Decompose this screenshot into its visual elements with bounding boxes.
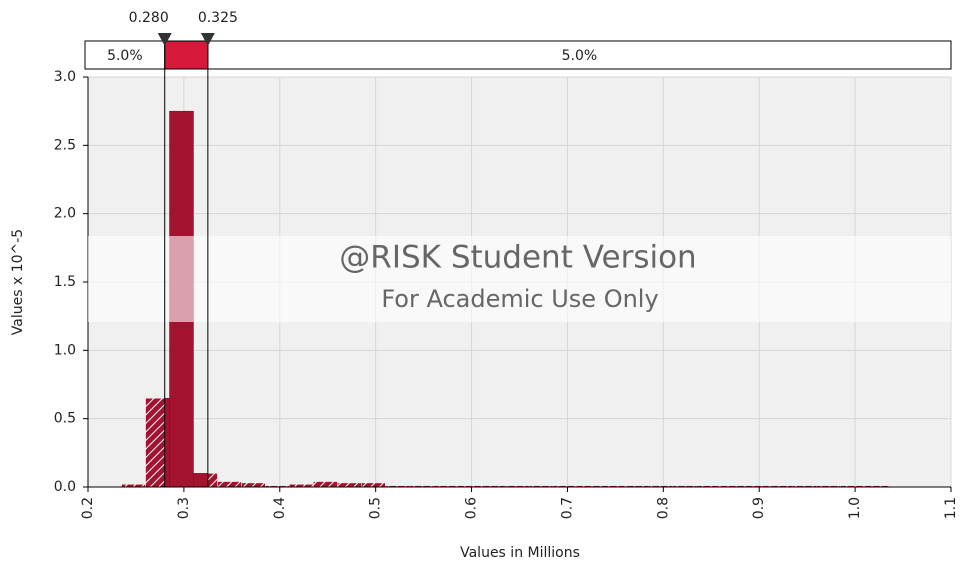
x-tick-label: 0.7 xyxy=(559,497,575,519)
x-tick-label: 0.5 xyxy=(368,497,384,519)
x-tick-label: 0.4 xyxy=(272,497,288,519)
bar xyxy=(313,481,338,488)
delimiter-handle xyxy=(200,33,215,46)
x-axis-label: Values in Millions xyxy=(460,545,580,561)
delimiter-label: 0.325 xyxy=(198,10,238,26)
y-tick-label: 1.5 xyxy=(54,274,76,290)
y-tick-label: 1.0 xyxy=(54,342,76,358)
x-tick-label: 0.9 xyxy=(751,497,767,519)
delimiter-middle xyxy=(164,40,209,70)
tail-label: 5.0% xyxy=(107,48,143,64)
y-tick-label: 2.0 xyxy=(54,206,76,222)
bar xyxy=(361,482,386,488)
delimiter-handle xyxy=(157,33,172,46)
y-tick-label: 0.0 xyxy=(54,479,76,495)
bar xyxy=(241,482,266,488)
watermark-subtitle: For Academic Use Only xyxy=(381,285,658,313)
watermark-title: @RISK Student Version xyxy=(339,240,696,276)
delimiter-strip xyxy=(84,40,952,70)
x-tick-label: 0.6 xyxy=(464,497,480,519)
x-tick-label: 1.0 xyxy=(847,497,863,519)
y-tick-label: 3.0 xyxy=(54,69,76,85)
y-axis-label: Values x 10^-5 xyxy=(10,229,26,335)
bar xyxy=(337,482,362,488)
x-tick-label: 0.2 xyxy=(80,497,96,519)
y-tick-label: 2.5 xyxy=(54,137,76,153)
bar xyxy=(217,481,242,488)
watermark-band xyxy=(88,236,951,322)
x-tick-label: 0.8 xyxy=(655,497,671,519)
delimiter-label: 0.280 xyxy=(129,10,169,26)
tail-label: 5.0% xyxy=(562,48,598,64)
x-tick-label: 1.1 xyxy=(943,497,959,519)
y-tick-label: 0.5 xyxy=(54,411,76,427)
x-tick-label: 0.3 xyxy=(176,497,192,519)
